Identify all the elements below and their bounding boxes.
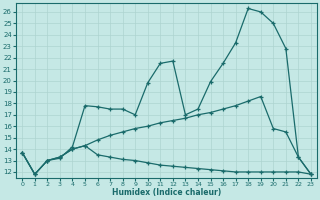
X-axis label: Humidex (Indice chaleur): Humidex (Indice chaleur) xyxy=(112,188,221,197)
